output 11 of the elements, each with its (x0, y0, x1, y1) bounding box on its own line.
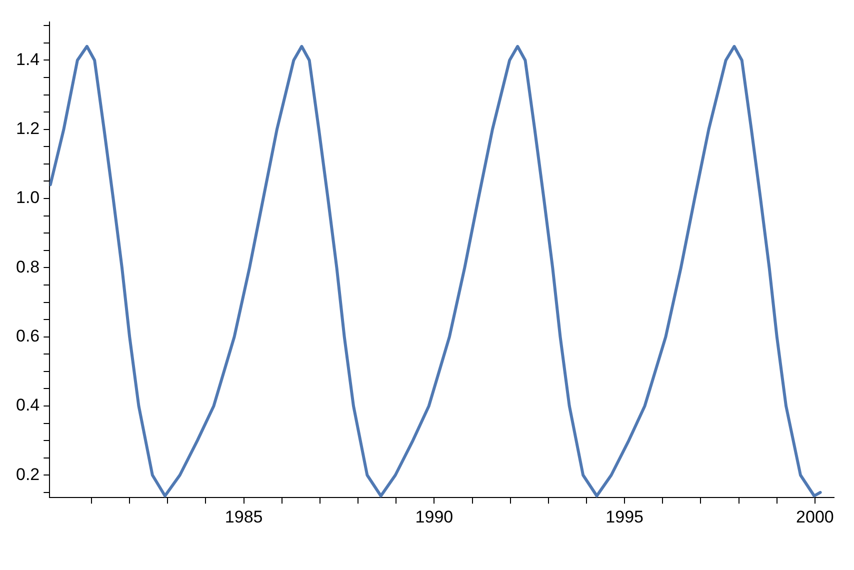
y-tick-label: 0.4 (16, 396, 40, 415)
y-tick-label: 1.0 (16, 188, 40, 208)
y-tick-label: 1.2 (16, 119, 40, 138)
y-tick-label: 0.8 (16, 257, 40, 276)
y-tick-label: 1.4 (16, 50, 40, 69)
y-tick-label: 0.2 (16, 464, 40, 484)
x-tick-label: 1985 (224, 507, 263, 526)
x-tick-label: 1995 (606, 507, 644, 526)
x-tick-label: 2000 (796, 507, 834, 526)
y-tick-label: 0.6 (16, 326, 40, 346)
x-tick-label: 1990 (415, 507, 454, 526)
